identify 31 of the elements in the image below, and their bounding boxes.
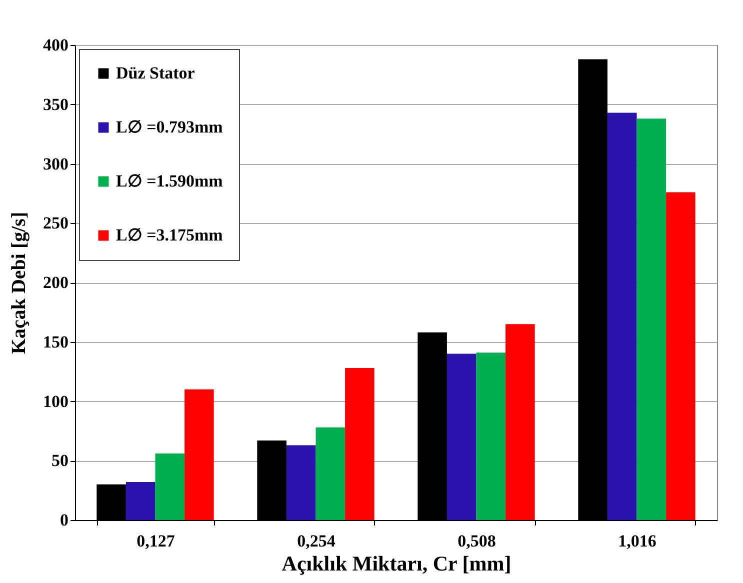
bar (476, 352, 506, 520)
y-tick-label: 250 (43, 214, 68, 233)
legend-label: Düz Stator (116, 64, 196, 82)
y-tick-label: 200 (43, 273, 68, 292)
y-tick-label: 0 (60, 510, 68, 530)
x-tick-label: 0,254 (297, 532, 336, 550)
bar (155, 454, 185, 520)
y-tick-label: 300 (43, 154, 68, 174)
x-tick-label: 1,016 (618, 532, 656, 550)
bar (636, 118, 666, 520)
y-axis-title: Kaçak Debi [g/s] (8, 212, 30, 354)
bar (184, 389, 214, 520)
bar (607, 112, 637, 520)
y-tick-label: 100 (43, 392, 68, 411)
y-tick-label: 350 (43, 94, 68, 114)
x-tick-label: 0,127 (136, 532, 176, 550)
bar (446, 354, 476, 520)
y-tick-label: 400 (43, 36, 68, 54)
y-tick-label: 50 (52, 451, 68, 470)
x-tick-label: 0,508 (458, 532, 496, 550)
legend-label: L∅ =3.175mm (116, 226, 223, 244)
bar (345, 368, 374, 520)
y-tick-label: 150 (43, 332, 68, 352)
legend-label: L∅ =1.590mm (116, 172, 223, 190)
bar (506, 324, 535, 520)
bar (666, 192, 696, 520)
x-axis-title: Açıklık Miktarı, Cr [mm] (282, 552, 512, 576)
bar (286, 445, 316, 520)
legend-label: L∅ =0.793mm (116, 118, 223, 136)
bar (316, 427, 346, 520)
bar (126, 482, 156, 520)
